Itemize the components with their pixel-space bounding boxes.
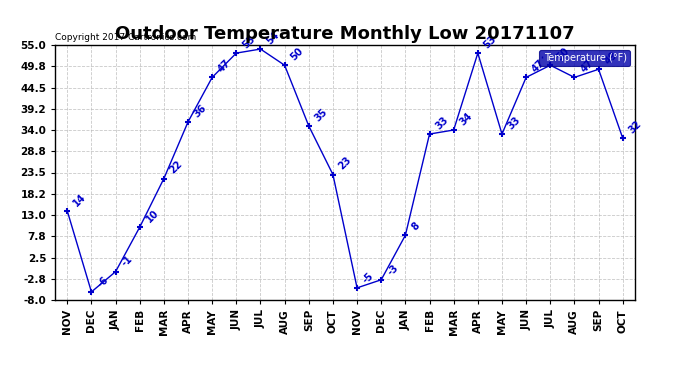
- Text: 49: 49: [603, 50, 620, 66]
- Text: 8: 8: [410, 220, 422, 232]
- Title: Outdoor Temperature Monthly Low 20171107: Outdoor Temperature Monthly Low 20171107: [115, 26, 575, 44]
- Text: Copyright 2017 Cartronics.com: Copyright 2017 Cartronics.com: [55, 33, 197, 42]
- Text: 23: 23: [337, 155, 354, 172]
- Text: 32: 32: [627, 119, 644, 135]
- Text: 50: 50: [289, 46, 306, 63]
- Text: -6: -6: [96, 274, 110, 289]
- Text: 10: 10: [144, 208, 161, 224]
- Text: -3: -3: [386, 262, 400, 277]
- Text: 36: 36: [193, 102, 209, 119]
- Text: 33: 33: [434, 115, 451, 131]
- Legend: Temperature (°F): Temperature (°F): [539, 50, 630, 66]
- Text: 33: 33: [506, 115, 523, 131]
- Text: 53: 53: [482, 34, 499, 50]
- Text: 22: 22: [168, 159, 185, 176]
- Text: 47: 47: [531, 58, 547, 75]
- Text: 54: 54: [265, 30, 282, 46]
- Text: -1: -1: [120, 254, 135, 269]
- Text: 53: 53: [241, 34, 257, 50]
- Text: 14: 14: [72, 192, 88, 208]
- Text: 34: 34: [458, 111, 475, 127]
- Text: 47: 47: [579, 58, 595, 75]
- Text: 35: 35: [313, 106, 330, 123]
- Text: 50: 50: [555, 46, 571, 63]
- Text: -5: -5: [362, 270, 376, 285]
- Text: 47: 47: [217, 58, 233, 75]
